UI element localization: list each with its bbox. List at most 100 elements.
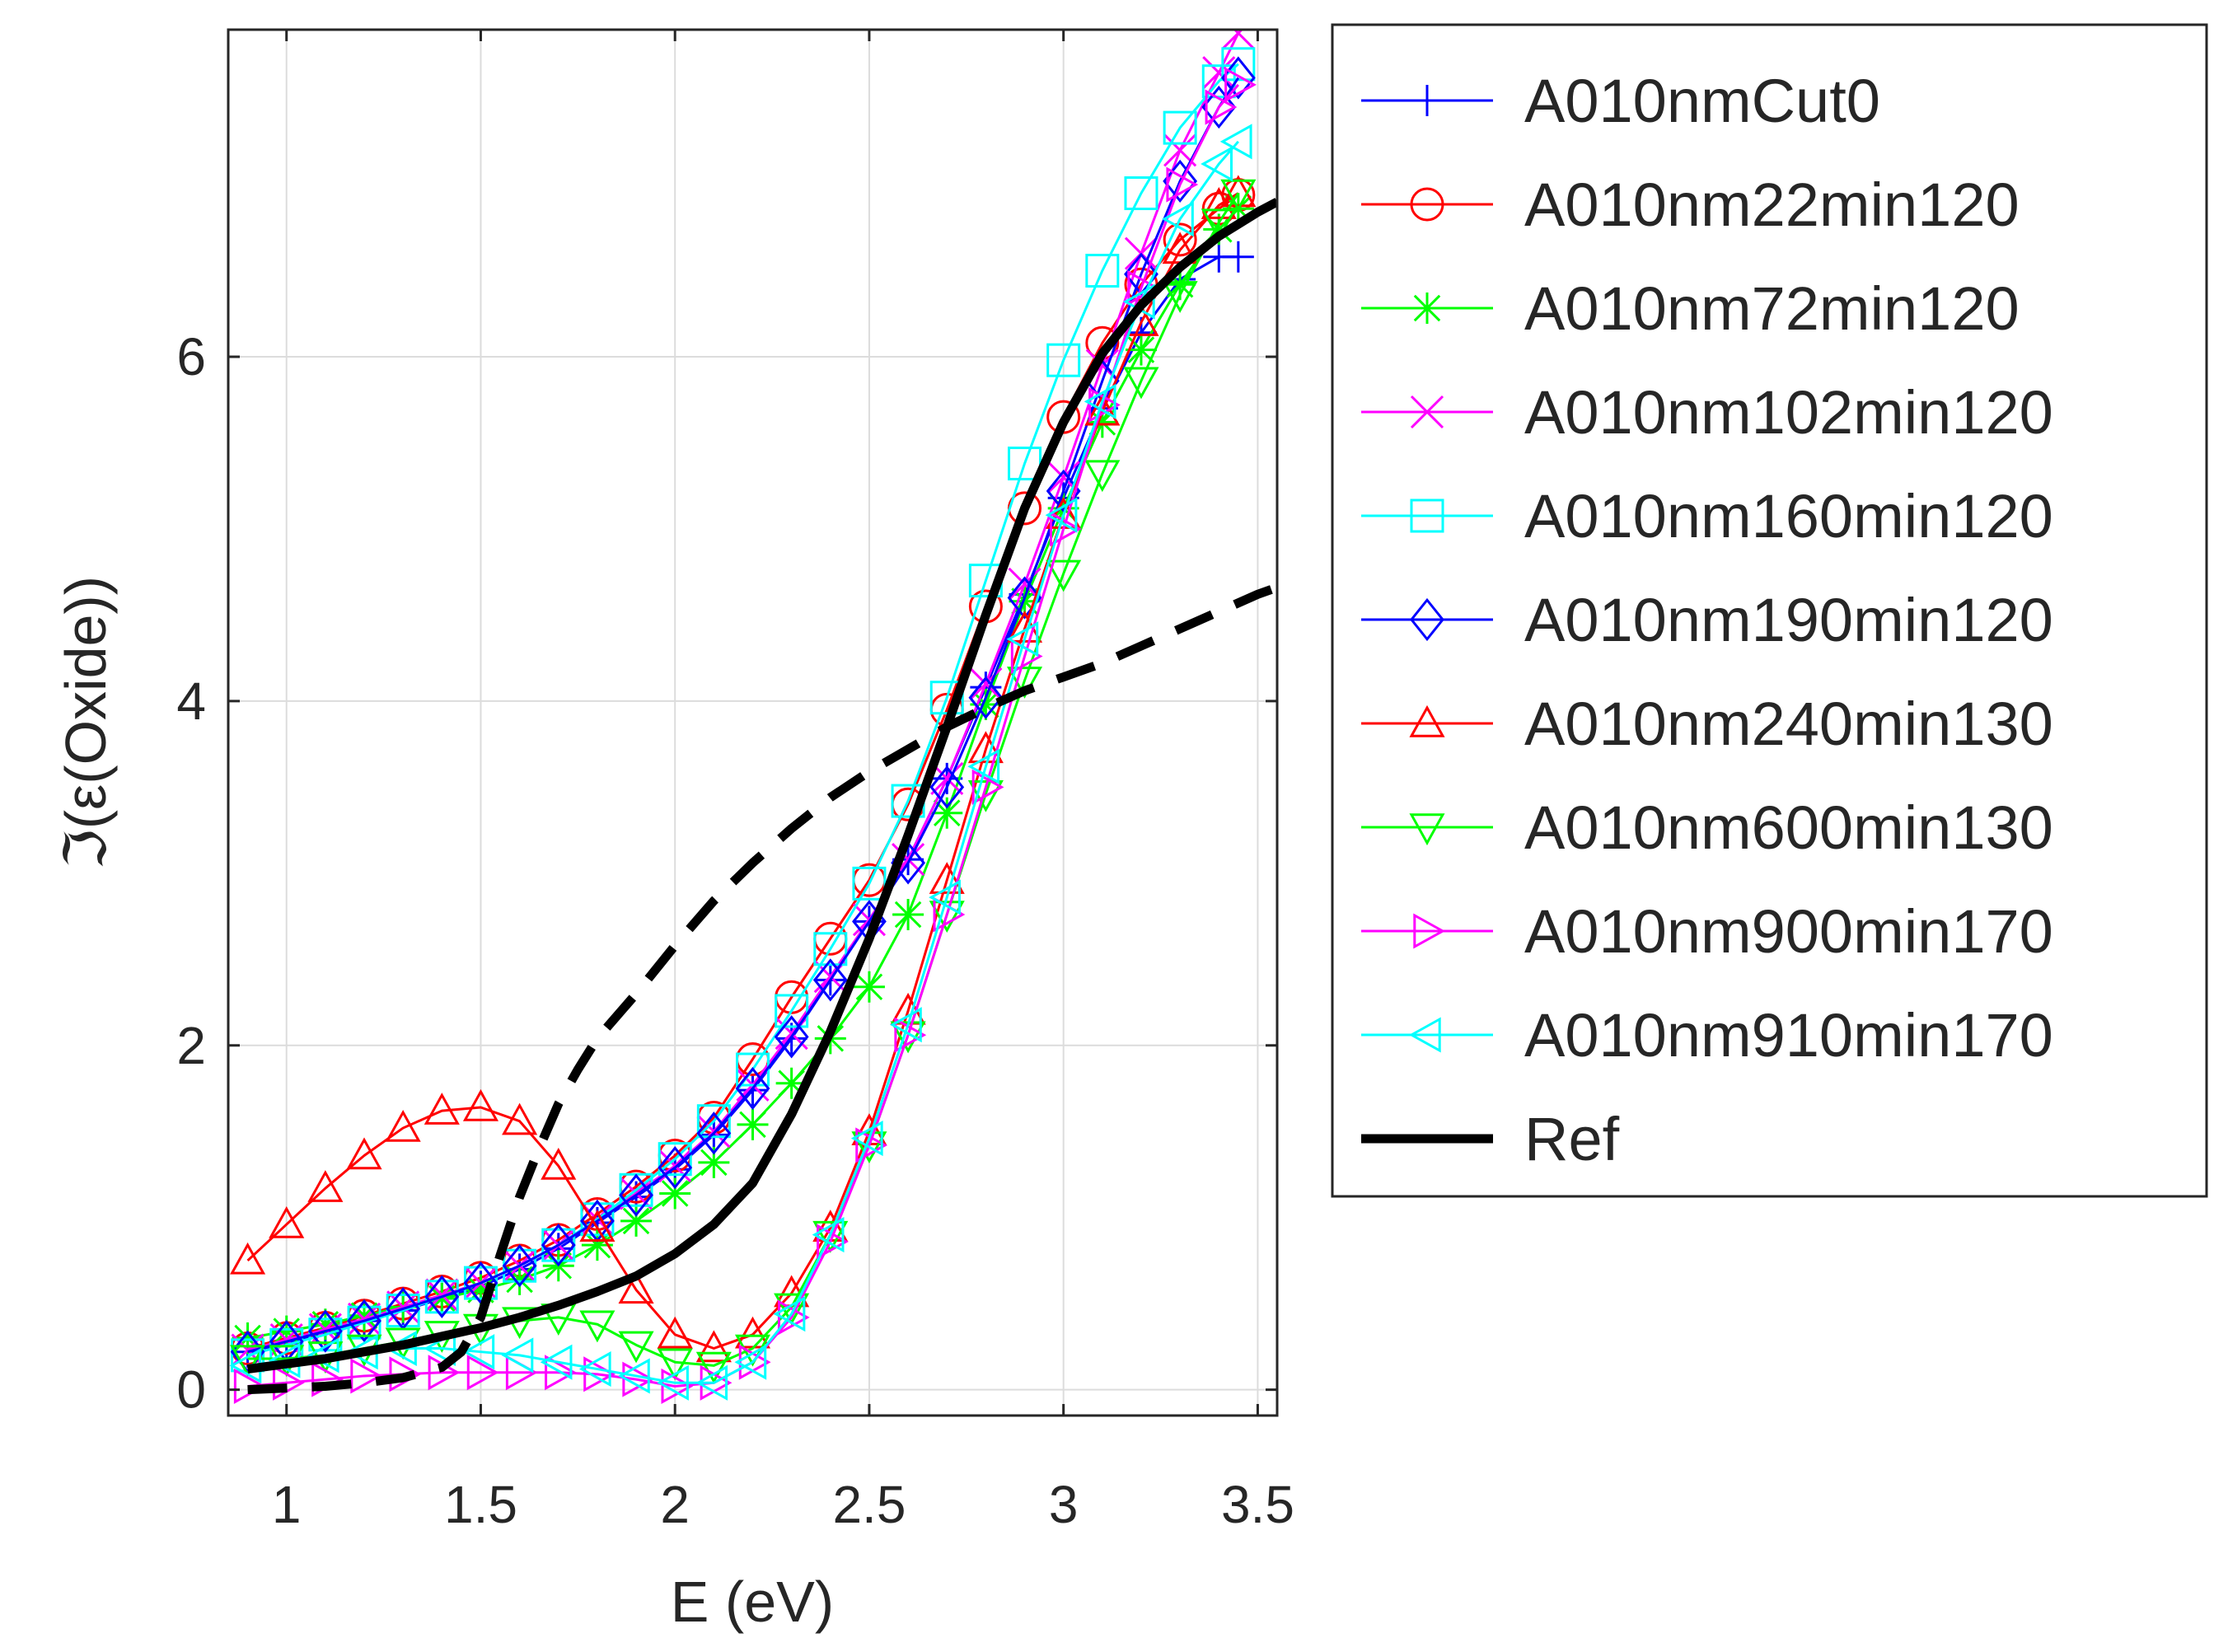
data-point xyxy=(541,1147,577,1180)
data-point xyxy=(1046,343,1081,377)
data-point xyxy=(501,1337,534,1374)
series-layer xyxy=(229,30,1277,1405)
data-point xyxy=(967,748,1000,784)
data-point xyxy=(270,1315,302,1347)
data-point xyxy=(696,1111,732,1155)
series-line xyxy=(247,583,1277,1395)
data-point xyxy=(269,1205,305,1238)
data-point xyxy=(968,676,1004,719)
data-point xyxy=(502,1102,538,1135)
data-point xyxy=(1224,67,1257,103)
data-point xyxy=(579,1310,616,1343)
data-point xyxy=(386,1290,420,1324)
data-point xyxy=(1205,89,1238,125)
x-tick-label: 3 xyxy=(1049,1475,1079,1534)
data-point xyxy=(503,1263,536,1295)
data-point xyxy=(1162,281,1198,313)
data-point xyxy=(929,901,965,934)
data-point xyxy=(426,1282,458,1314)
data-point xyxy=(853,971,885,1003)
data-point xyxy=(967,731,1004,764)
data-point xyxy=(620,1205,653,1237)
data-point xyxy=(734,1344,767,1380)
data-point xyxy=(1219,124,1252,160)
data-point xyxy=(578,1351,611,1388)
data-point xyxy=(657,1316,693,1349)
data-point xyxy=(1410,187,1444,222)
data-point xyxy=(1163,110,1197,145)
x-tick-label: 2.5 xyxy=(832,1475,906,1534)
data-point xyxy=(462,1334,495,1370)
data-point xyxy=(1411,292,1443,324)
y-tick-label: 4 xyxy=(176,672,206,731)
legend-item: A010nm160min120 xyxy=(1361,482,2053,550)
legend-item: A010nmCut0 xyxy=(1361,67,1880,135)
data-point xyxy=(773,1296,806,1332)
legend-item: A010nm102min120 xyxy=(1361,378,2053,447)
x-tick-label: 3.5 xyxy=(1221,1475,1294,1534)
data-point xyxy=(425,1278,459,1312)
data-point xyxy=(1166,166,1199,203)
data-point xyxy=(1201,208,1237,241)
data-point xyxy=(307,1309,343,1353)
data-point xyxy=(774,1015,809,1059)
x-axis-label: E (eV) xyxy=(671,1570,834,1634)
legend-item: A010nm900min170 xyxy=(1361,897,2053,966)
legend-item: A010nm240min130 xyxy=(1361,690,2053,758)
data-point xyxy=(1410,597,1444,642)
data-point xyxy=(1202,56,1236,90)
y-tick-label: 6 xyxy=(176,327,206,386)
data-point xyxy=(929,879,961,915)
legend-label: A010nm900min170 xyxy=(1524,897,2053,966)
data-point xyxy=(812,958,848,1002)
data-point xyxy=(230,1242,266,1275)
data-point xyxy=(350,1358,383,1394)
legend-label: A010nm910min170 xyxy=(1524,1001,2053,1069)
data-point xyxy=(1203,213,1235,246)
legend-label: A010nm600min130 xyxy=(1524,793,2053,862)
data-point xyxy=(813,932,848,966)
data-point xyxy=(695,1364,728,1401)
data-point xyxy=(658,1142,692,1177)
data-point xyxy=(581,1229,613,1261)
data-point xyxy=(737,1108,769,1140)
data-point xyxy=(1124,175,1158,210)
data-point xyxy=(583,1356,616,1392)
data-point xyxy=(1046,559,1082,592)
data-point xyxy=(1049,511,1082,547)
data-point xyxy=(1409,704,1445,737)
data-point xyxy=(1007,576,1042,620)
series-dashed-reference xyxy=(247,583,1277,1395)
data-point xyxy=(852,866,887,901)
data-point xyxy=(232,1322,264,1354)
data-point xyxy=(1163,222,1197,257)
data-point xyxy=(1085,254,1120,288)
data-point xyxy=(1201,187,1237,219)
legend-label: A010nm240min130 xyxy=(1524,690,2053,758)
plot-frame xyxy=(227,28,1279,1417)
legend-item: A010nm600min130 xyxy=(1361,793,2053,862)
series-a010nm910min170 xyxy=(229,124,1252,1401)
data-point xyxy=(307,1170,344,1202)
data-point xyxy=(465,1274,497,1306)
data-point xyxy=(1408,1017,1441,1053)
data-point xyxy=(1045,497,1078,533)
data-point xyxy=(1409,813,1445,846)
legend-item: A010nm22min120 xyxy=(1361,171,2020,239)
data-point xyxy=(738,1344,771,1380)
legend-label: A010nm72min120 xyxy=(1524,274,2020,343)
data-point xyxy=(1123,367,1159,400)
data-point xyxy=(695,1330,732,1363)
data-point xyxy=(1162,201,1194,237)
data-point xyxy=(617,1358,650,1394)
data-point xyxy=(1084,460,1121,493)
data-point xyxy=(894,1017,927,1053)
data-point xyxy=(971,769,1004,805)
data-point xyxy=(929,765,965,809)
data-point xyxy=(1009,585,1041,617)
data-point xyxy=(1164,269,1196,301)
data-point xyxy=(812,1217,845,1253)
data-point xyxy=(1220,175,1257,208)
data-point xyxy=(349,1299,381,1331)
